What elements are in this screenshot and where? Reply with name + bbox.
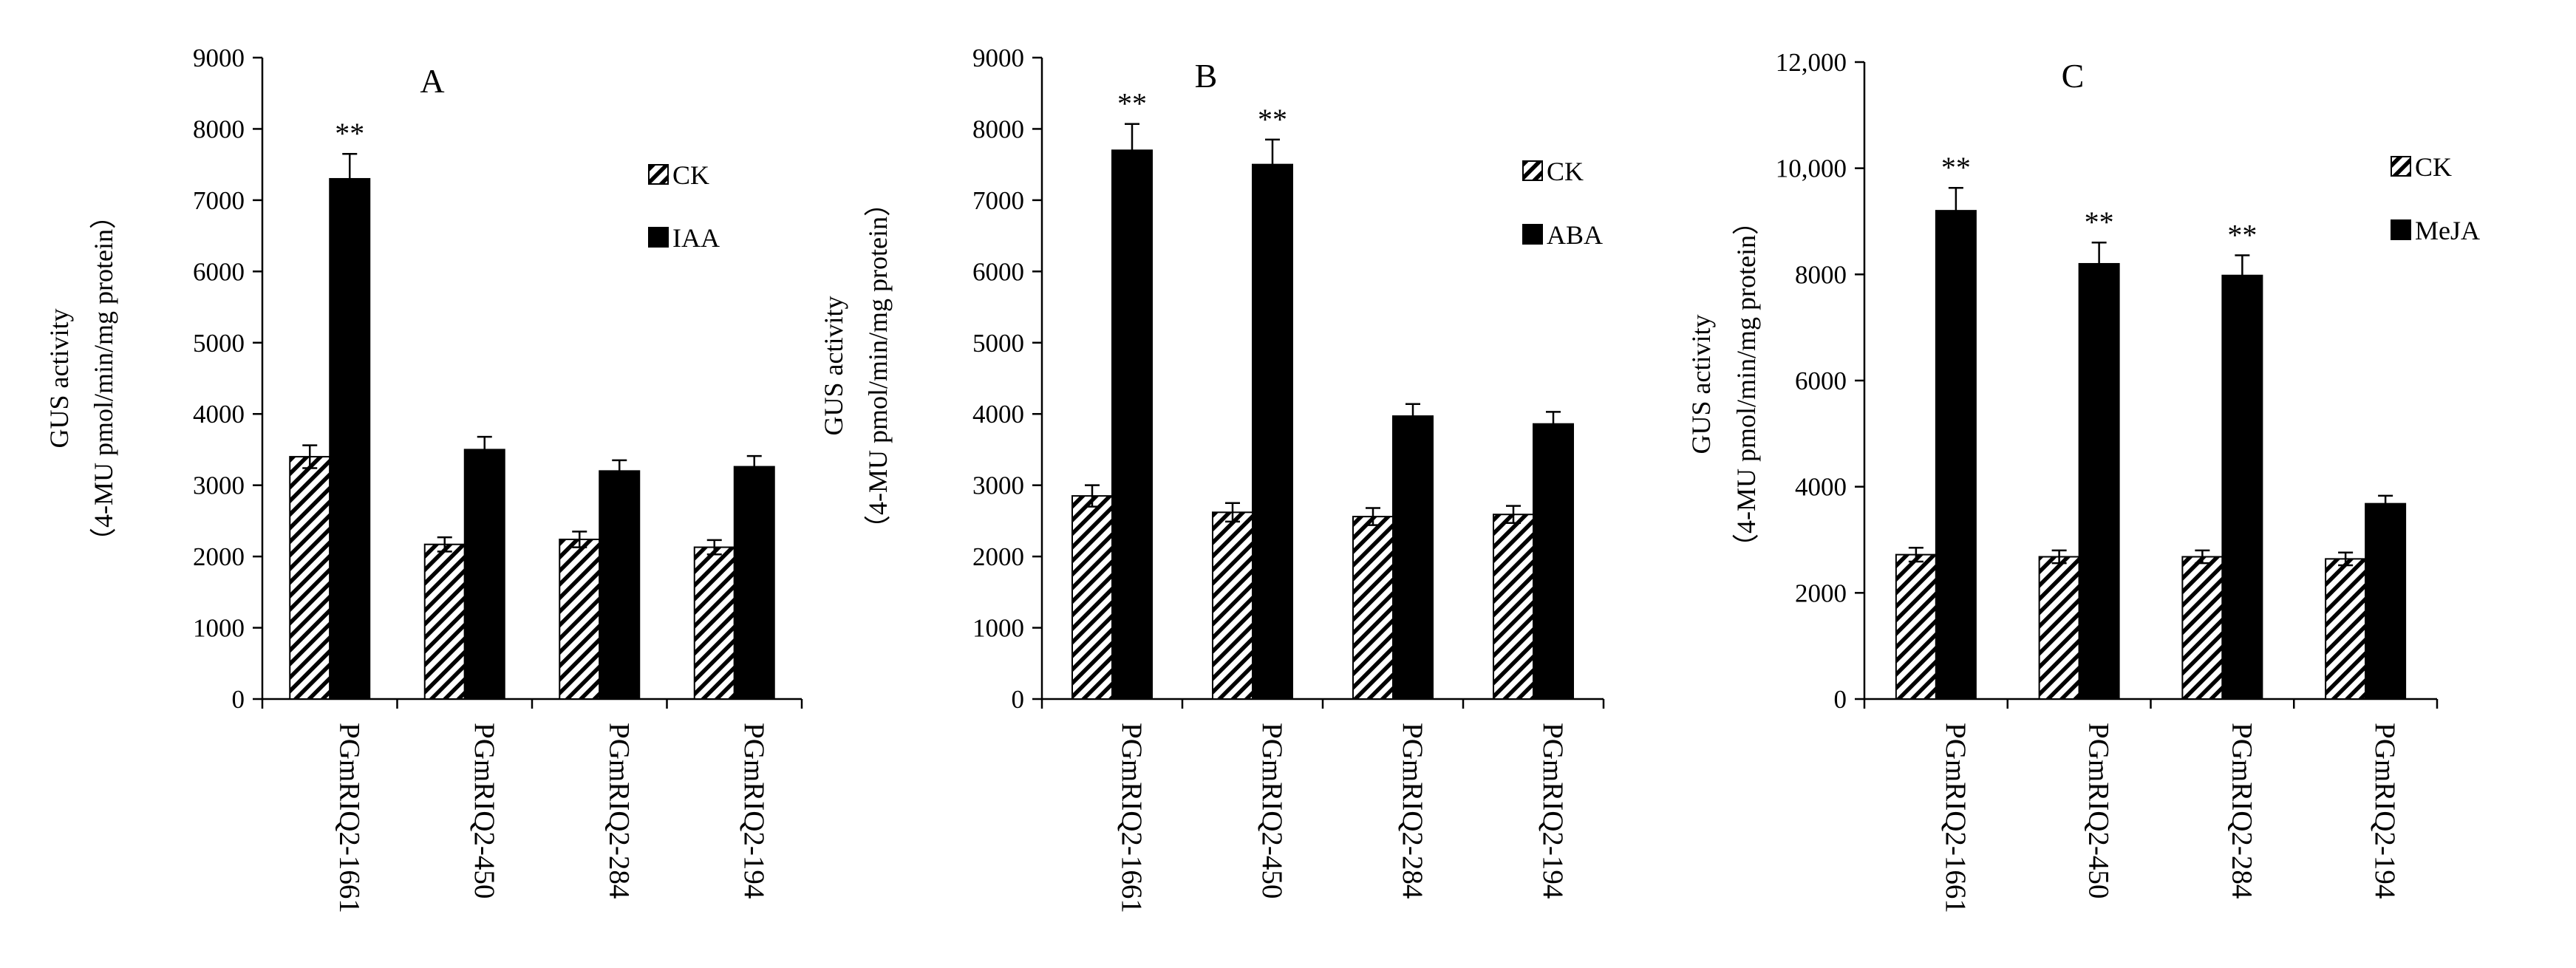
chart-c-y-tick-label: 0 [1834,685,1847,714]
chart-c-bar-ck [2325,558,2367,700]
chart-a-category-label: PGmRIQ2-194 [738,723,770,899]
chart-c-category-label: PGmRIQ2-194 [2369,723,2401,899]
chart-b-significance-label: ** [1117,87,1147,120]
chart-b-bar-aba [1111,149,1153,700]
chart-c-y-tick-label: 10,000 [1776,154,1847,183]
chart-c-bar-ck [2038,556,2080,701]
chart-b-bar-ck [1493,514,1534,700]
chart-a-legend-label-ck: CK [672,160,709,190]
chart-a-title: A [420,62,444,100]
chart-a-significance-label: ** [335,117,364,150]
chart-b-y-tick-label: 9000 [972,44,1024,72]
chart-a-legend-label-iaa: IAA [672,223,720,253]
chart-c-y-axis-label: GUS activity [1686,315,1716,454]
chart-b-y-tick-label: 0 [1012,685,1025,714]
chart-a-y-tick-label: 6000 [193,257,245,286]
chart-c-category-label: PGmRIQ2-284 [2226,723,2258,899]
chart-a-y-tick-label: 8000 [193,115,245,143]
chart-a-y-tick-label: 7000 [193,186,245,215]
chart-b-y-tick-label: 1000 [972,614,1024,643]
chart-b-category-label: PGmRIQ2-284 [1397,723,1428,899]
chart-a-category-label: PGmRIQ2-284 [603,723,635,899]
chart-a-y-tick-label: 3000 [193,471,245,500]
chart-a-category-label: PGmRIQ2-450 [468,723,500,899]
chart-c-category-label: PGmRIQ2-1661 [1940,723,1972,913]
chart-c-bar-meja [1935,210,1977,700]
chart-a-bar-iaa [733,466,775,700]
chart-c-bar-meja [2078,262,2120,700]
chart-a-y-tick-label: 2000 [193,542,245,571]
chart-a-bar-ck [693,546,735,700]
chart-a-bar-ck [559,538,601,700]
chart-b-y-tick-label: 4000 [972,400,1024,429]
chart-a-bar-iaa [463,449,505,700]
chart-a-y-tick-label: 4000 [193,400,245,429]
chart-b-category-label: PGmRIQ2-194 [1537,723,1569,899]
chart-b-y-tick-label: 7000 [972,186,1024,215]
chart-c-legend-label-meja: MeJA [2415,216,2480,245]
chart-c-y-axis-sublabel: （4-MU pmol/min/mg protein） [1731,208,1761,560]
chart-c-bar-meja [2365,502,2407,700]
chart-b-y-tick-label: 8000 [972,115,1024,143]
chart-b-bar-aba [1533,423,1574,700]
chart-c-significance-label: ** [1941,151,1971,184]
chart-c-y-tick-label: 12,000 [1776,48,1847,77]
chart-a-legend-swatch-ck [648,164,669,185]
chart-a-category-label: PGmRIQ2-1661 [333,723,365,913]
chart-b-y-tick-label: 2000 [972,542,1024,571]
chart-c-bar-ck [1895,553,1937,701]
chart-b-y-tick-label: 5000 [972,329,1024,358]
chart-a-bar-ck [423,543,466,701]
chart-c-bar-meja [2221,274,2263,700]
chart-a-y-axis-sublabel: （4-MU pmol/min/mg protein） [89,202,118,554]
chart-a-bar-iaa [329,177,371,700]
chart-b-bar-ck [1071,495,1113,701]
chart-a-y-tick-label: 0 [232,685,245,714]
chart-b-legend-swatch-ck [1522,160,1543,181]
chart-a-y-axis-label: GUS activity [44,309,74,449]
chart-c-y-tick-label: 4000 [1795,473,1847,502]
chart-b-y-axis-sublabel: （4-MU pmol/min/mg protein） [863,190,893,542]
chart-b-bar-aba [1392,415,1434,700]
chart-c-y-tick-label: 6000 [1795,367,1847,395]
chart-c-legend-label-ck: CK [2415,152,2452,182]
chart-b-title: B [1195,57,1218,95]
chart-b-category-label: PGmRIQ2-450 [1256,723,1288,899]
chart-a-y-tick-label: 1000 [193,614,245,643]
chart-b-y-axis-label: GUS activity [819,296,848,436]
chart-b-category-label: PGmRIQ2-1661 [1116,723,1148,913]
chart-b-y-tick-label: 6000 [972,257,1024,286]
chart-c-legend-swatch-meja [2391,219,2411,240]
chart-c-category-label: PGmRIQ2-450 [2083,723,2115,899]
chart-b-y-tick-label: 3000 [972,471,1024,500]
chart-a-y-tick-label: 5000 [193,329,245,358]
chart-c-significance-label: ** [2227,218,2257,251]
chart-a-legend-swatch-iaa [648,227,669,248]
chart-b-legend-label-aba: ABA [1547,220,1603,250]
chart-b-bar-ck [1352,516,1394,701]
chart-c-y-tick-label: 2000 [1795,579,1847,607]
chart-a-bar-ck [289,456,331,700]
chart-c-y-tick-label: 8000 [1795,260,1847,289]
chart-a-bar-iaa [599,470,641,701]
chart-b-bar-ck [1212,511,1253,700]
chart-b-significance-label: ** [1258,103,1287,136]
chart-c-significance-label: ** [2085,205,2114,239]
chart-c-title: C [2062,57,2085,95]
chart-c-bar-ck [2181,556,2224,701]
chart-c-legend-swatch-ck [2391,156,2411,177]
chart-b-legend-label-ck: CK [1547,157,1584,186]
chart-a-y-tick-label: 9000 [193,44,245,72]
chart-b-bar-aba [1252,163,1293,700]
chart-b-legend-swatch-aba [1522,224,1543,245]
